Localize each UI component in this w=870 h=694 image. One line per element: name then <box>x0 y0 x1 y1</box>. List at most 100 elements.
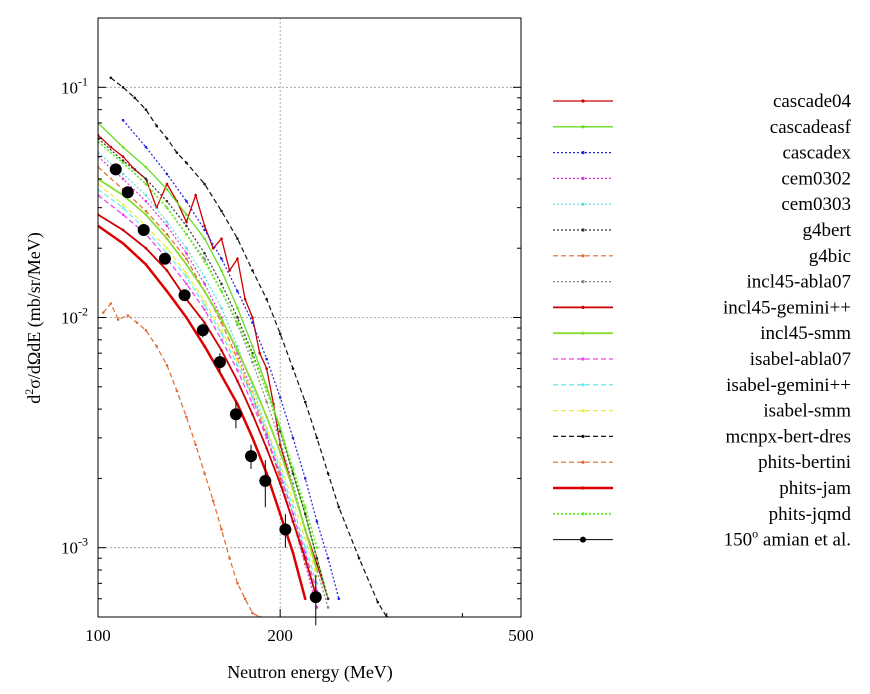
series-point <box>220 269 223 272</box>
series-point <box>220 328 223 332</box>
series-point <box>236 582 239 585</box>
legend-label: incl45-smm <box>760 323 851 344</box>
series-point <box>278 512 282 516</box>
series-point <box>121 206 125 209</box>
series-line-phits-jqmd <box>98 141 318 548</box>
series-point <box>144 199 148 203</box>
series-point <box>236 316 239 319</box>
legend-swatch-point <box>581 383 585 387</box>
series-point <box>251 611 254 615</box>
series-point <box>165 188 169 191</box>
series-point <box>203 289 206 293</box>
series-point <box>203 260 206 263</box>
legend-label: cascadeasf <box>770 117 852 138</box>
series-point <box>211 499 215 503</box>
legend-swatch-point <box>581 254 585 258</box>
series-point <box>109 302 113 305</box>
legend-exp-degree: o <box>752 527 758 541</box>
series-point <box>185 232 188 236</box>
y-tick-label: 10-2 <box>61 305 88 328</box>
series-point <box>203 228 206 232</box>
series-point <box>121 203 125 206</box>
series-point <box>135 321 139 324</box>
series-point <box>236 306 239 310</box>
series-point <box>203 472 206 475</box>
series-point <box>165 137 169 140</box>
series-point <box>357 556 361 560</box>
legend-label: phits-jam <box>779 478 851 499</box>
series-point <box>203 275 206 279</box>
series-point <box>175 151 179 154</box>
series-point <box>121 242 125 245</box>
series-point <box>220 282 223 286</box>
series-point <box>185 213 188 216</box>
experiment-point <box>229 408 242 421</box>
series-point <box>251 396 254 399</box>
legend-swatch-point <box>581 151 585 155</box>
x-tick-label: 200 <box>267 626 293 645</box>
series-point <box>251 316 254 319</box>
legend-label: cem0303 <box>781 194 851 215</box>
series-point <box>203 182 206 186</box>
legend-swatch-point <box>581 460 585 464</box>
series-point <box>265 357 268 361</box>
series-point <box>116 318 120 321</box>
series-point <box>337 505 341 509</box>
series-point <box>121 172 125 176</box>
series-point <box>185 199 188 203</box>
series-point <box>291 512 295 516</box>
series-point <box>203 321 206 324</box>
series-point <box>165 172 169 176</box>
series-point <box>291 487 295 491</box>
x-tick-label: 500 <box>508 626 534 645</box>
series-point <box>155 344 158 348</box>
series-point <box>165 363 169 367</box>
series-point <box>121 155 125 158</box>
series-point <box>265 427 268 430</box>
series-point <box>109 76 113 80</box>
series-point <box>303 400 307 404</box>
series-point <box>251 412 254 416</box>
legend-label: isabel-gemini++ <box>726 375 851 396</box>
series-point <box>251 269 254 272</box>
experiment-point <box>245 450 258 463</box>
series-point <box>303 536 307 540</box>
series-point <box>165 199 169 203</box>
series-point <box>265 297 268 301</box>
series-point <box>121 145 125 149</box>
series-line-incl45-smm <box>98 178 318 571</box>
series-point <box>185 252 188 255</box>
legend-swatch-point <box>581 280 585 284</box>
series-point <box>303 546 307 550</box>
series-point <box>265 436 268 440</box>
series-point <box>243 597 247 601</box>
series-point <box>185 415 188 419</box>
series-point <box>228 556 231 560</box>
series-point <box>326 472 330 475</box>
legend-label: isabel-abla07 <box>750 349 851 370</box>
y-tick-label: 10-1 <box>61 74 88 97</box>
series-point <box>265 367 268 370</box>
series-point <box>243 297 247 301</box>
series-point <box>165 224 169 228</box>
series-point <box>194 193 197 197</box>
legend-label-experiment: 150o amian et al. <box>724 527 851 551</box>
series-point <box>165 232 169 236</box>
experiment-point <box>178 289 191 302</box>
experiment-point <box>109 163 122 176</box>
series-point <box>291 551 295 555</box>
series-point <box>101 311 105 314</box>
legend-swatch-point <box>581 357 585 361</box>
series-point <box>220 237 223 240</box>
experiment-point <box>213 356 226 369</box>
series-point <box>175 389 179 393</box>
series-point <box>236 402 239 406</box>
series-point <box>265 430 268 433</box>
series-point <box>126 314 130 317</box>
series-line-isabel-gemini- <box>98 188 318 584</box>
experiment-point <box>196 324 209 337</box>
series-point <box>278 472 282 475</box>
legend-exp-angle: 150 <box>724 530 753 551</box>
series-line-cascade04 <box>98 134 329 599</box>
